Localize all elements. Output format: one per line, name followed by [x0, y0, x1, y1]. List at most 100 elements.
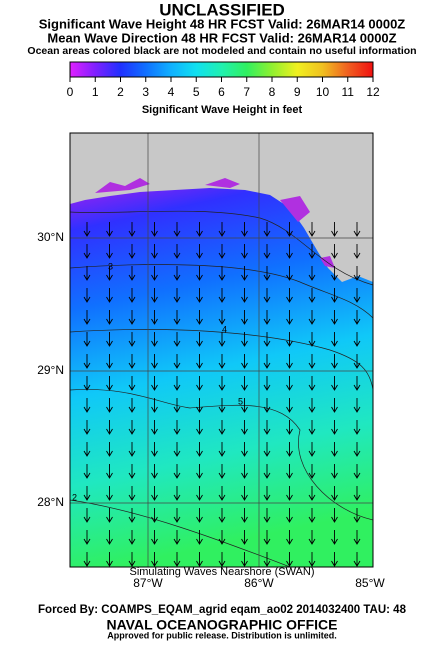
wave-arrow [241, 398, 248, 413]
wave-arrow [196, 354, 203, 369]
map-frame [69, 132, 374, 568]
wave-arrow [353, 310, 361, 325]
wave-arrow [331, 332, 338, 347]
wave-arrow [173, 244, 181, 259]
wave-arrow [196, 332, 203, 347]
wave-arrow [173, 310, 181, 325]
wave-arrow [286, 486, 293, 501]
wave-arrow [196, 530, 203, 545]
wave-arrow [151, 332, 158, 347]
wave-arrow [173, 530, 181, 545]
graticule [70, 133, 373, 567]
note: Ocean areas colored black are not modele… [27, 45, 416, 57]
wave-arrow [128, 310, 136, 325]
wave-arrow [286, 508, 293, 523]
wave-arrow [218, 266, 226, 281]
contour-label: 2 [72, 492, 77, 502]
wave-arrow [286, 530, 293, 545]
wave-arrow [263, 530, 271, 545]
wave-arrow [241, 332, 248, 347]
wave-arrow [331, 266, 338, 281]
wave-arrow [196, 442, 203, 457]
wave-arrow [173, 288, 181, 303]
wave-arrow [128, 486, 136, 501]
wave-arrow [331, 530, 338, 545]
wave-arrow [286, 266, 293, 281]
wave-arrow [263, 310, 271, 325]
wave-arrow [286, 552, 293, 567]
wave-arrow [128, 420, 136, 435]
colorbar-label: Significant Wave Height in feet [142, 104, 303, 116]
wave-arrow [308, 442, 316, 457]
wave-arrow [241, 508, 248, 523]
wave-arrow [308, 354, 316, 369]
wave-arrow [308, 508, 316, 523]
wave-arrow [331, 244, 338, 259]
wave-arrow [308, 376, 316, 391]
wave-arrow [151, 222, 158, 237]
wave-arrow [308, 266, 316, 281]
wave-arrow [263, 244, 271, 259]
wave-arrow [128, 508, 136, 523]
wave-arrow [331, 354, 338, 369]
wave-arrow [286, 288, 293, 303]
title-line: Significant Wave Height 48 HR FCST Valid… [39, 16, 406, 31]
wave-arrow [173, 486, 181, 501]
wave-arrow [173, 508, 181, 523]
contour-label: 4 [222, 324, 227, 334]
wave-arrow [196, 288, 203, 303]
wave-arrow [196, 398, 203, 413]
wave-arrow [106, 266, 113, 281]
colorbar-tick-label: 9 [294, 85, 301, 99]
wave-arrow [173, 354, 181, 369]
wave-arrow [218, 376, 226, 391]
wave-arrow [286, 420, 293, 435]
wave-arrow [286, 244, 293, 259]
bay [95, 178, 335, 268]
wave-arrow [218, 310, 226, 325]
colorbar-tick-label: 11 [342, 85, 355, 99]
colorbar-tick-label: 7 [243, 85, 250, 99]
wave-arrow [151, 508, 158, 523]
wave-arrow [286, 464, 293, 479]
wave-arrow [196, 486, 203, 501]
colorbar-tick-label: 4 [168, 85, 175, 99]
wave-arrow [308, 420, 316, 435]
wave-arrow [241, 288, 248, 303]
wave-arrow [106, 376, 113, 391]
wave-arrow [353, 288, 361, 303]
wave-arrow [286, 332, 293, 347]
wave-arrow [173, 464, 181, 479]
wave-arrow [331, 552, 338, 567]
wave-arrow [263, 354, 271, 369]
wave-arrow [173, 442, 181, 457]
wave-arrow [286, 398, 293, 413]
wave-arrow [83, 464, 91, 479]
wave-arrow [173, 398, 181, 413]
wave-arrow [128, 222, 136, 237]
map: 3 4 5 2 [70, 133, 373, 567]
wave-arrow [331, 222, 338, 237]
wave-arrow [241, 244, 248, 259]
wave-arrow [173, 266, 181, 281]
wave-arrow [308, 310, 316, 325]
wave-arrow [241, 464, 248, 479]
colorbar-tick-label: 12 [366, 85, 380, 99]
wave-arrow [218, 442, 226, 457]
lat-label: 28°N [37, 495, 64, 509]
wave-arrow [241, 266, 248, 281]
wave-arrow [353, 244, 361, 259]
wave-arrow [83, 288, 91, 303]
wave-arrow [263, 552, 271, 567]
wave-arrow [83, 376, 91, 391]
wave-arrow [263, 376, 271, 391]
wave-arrow [151, 288, 158, 303]
wave-arrow [106, 508, 113, 523]
office: NAVAL OCEANOGRAPHIC OFFICE [106, 617, 337, 633]
wave-arrow [83, 354, 91, 369]
wave-arrow [196, 464, 203, 479]
wave-arrow [128, 464, 136, 479]
wave-arrow [241, 552, 248, 567]
wave-arrow [196, 266, 203, 281]
